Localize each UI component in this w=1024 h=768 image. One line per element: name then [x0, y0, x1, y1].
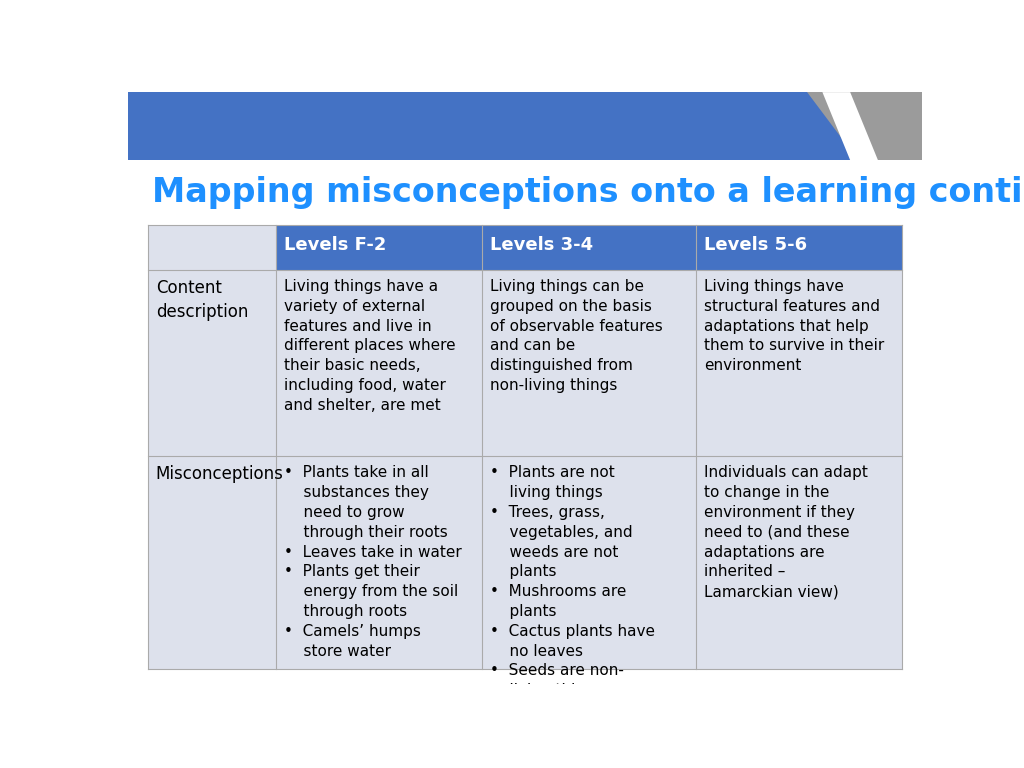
Bar: [482, 270, 695, 456]
Text: Individuals can adapt
to change in the
environment if they
need to (and these
ad: Individuals can adapt to change in the e…: [703, 465, 867, 599]
Bar: [276, 225, 482, 270]
Polygon shape: [822, 92, 878, 161]
Text: •  Plants take in all
    substances they
    need to grow
    through their roo: • Plants take in all substances they nee…: [284, 465, 462, 658]
Text: Levels 5-6: Levels 5-6: [703, 236, 807, 254]
Bar: [695, 270, 902, 456]
Bar: [482, 225, 695, 270]
Text: Misconceptions: Misconceptions: [156, 465, 284, 483]
Text: Living things have
structural features and
adaptations that help
them to survive: Living things have structural features a…: [703, 279, 884, 373]
Bar: [128, 92, 922, 161]
Text: Mapping misconceptions onto a learning continuum: Mapping misconceptions onto a learning c…: [152, 176, 1024, 209]
Bar: [147, 270, 276, 456]
Text: Levels 3-4: Levels 3-4: [490, 236, 593, 254]
Bar: [695, 225, 902, 270]
Bar: [276, 456, 482, 669]
Bar: [147, 225, 276, 270]
Text: Content
description: Content description: [156, 279, 248, 320]
Bar: [695, 456, 902, 669]
Bar: [276, 270, 482, 456]
Text: •  Plants are not
    living things
•  Trees, grass,
    vegetables, and
    wee: • Plants are not living things • Trees, …: [490, 465, 655, 698]
Bar: [482, 456, 695, 669]
Text: Living things can be
grouped on the basis
of observable features
and can be
dist: Living things can be grouped on the basi…: [490, 279, 663, 393]
Text: Levels F-2: Levels F-2: [284, 236, 386, 254]
Text: Living things have a
variety of external
features and live in
different places w: Living things have a variety of external…: [284, 279, 456, 413]
Polygon shape: [807, 92, 922, 161]
Bar: [147, 456, 276, 669]
